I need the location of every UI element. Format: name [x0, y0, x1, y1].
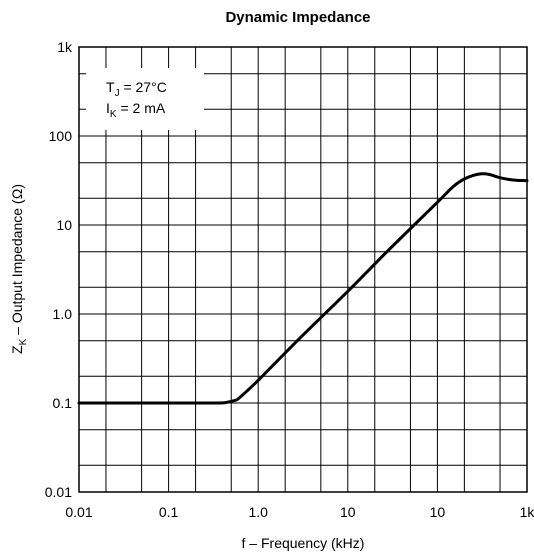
y-axis-label: ZK – Output Impedance (Ω): [9, 184, 29, 354]
annotation-line-tj: TJ = 27°C: [106, 79, 167, 99]
y-tick-label: 1k: [57, 39, 73, 55]
plot-grid: [79, 47, 527, 492]
x-tick-labels: 0.01 0.1 1.0 10 10 1k: [65, 504, 534, 520]
annotation-box: [86, 68, 204, 130]
x-tick-label: 10: [340, 504, 356, 520]
impedance-curve: [77, 172, 529, 405]
conditions-annotation: TJ = 27°C IK = 2 mA: [86, 68, 204, 130]
chart-title: Dynamic Impedance: [225, 9, 370, 26]
plot-frame: [78, 46, 528, 493]
x-tick-label: 0.01: [65, 504, 92, 520]
y-tick-label: 0.01: [45, 484, 72, 500]
y-tick-label: 0.1: [53, 395, 73, 411]
y-tick-labels: 0.01 0.1 1.0 10 100 1k: [45, 39, 73, 500]
y-tick-label: 100: [49, 128, 73, 144]
x-tick-label: 1.0: [248, 504, 268, 520]
annotation-line-ik: IK = 2 mA: [106, 100, 166, 120]
y-tick-label: 1.0: [53, 306, 73, 322]
x-tick-label: 0.1: [159, 504, 179, 520]
y-tick-label: 10: [56, 217, 72, 233]
x-axis-label: f – Frequency (kHz): [242, 535, 365, 551]
x-tick-label: 1k: [520, 504, 534, 520]
curve-layer: [77, 172, 529, 405]
x-tick-label: 10: [430, 504, 446, 520]
